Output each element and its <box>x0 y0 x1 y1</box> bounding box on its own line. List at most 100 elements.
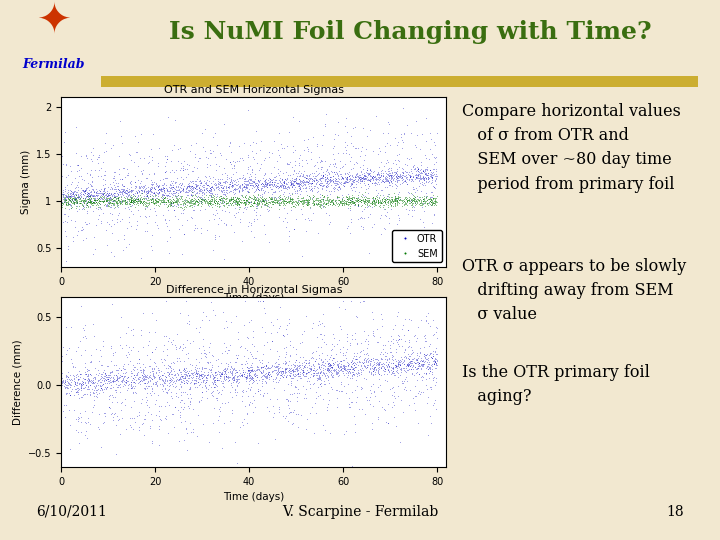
Point <box>81 219 92 228</box>
Point <box>99 411 110 420</box>
Point <box>346 194 357 203</box>
Point <box>152 371 163 380</box>
Point <box>326 362 338 371</box>
Point <box>338 364 349 373</box>
Point <box>66 194 77 203</box>
Point <box>431 153 442 161</box>
Point <box>82 178 94 187</box>
Point <box>376 198 387 207</box>
Point <box>424 129 436 138</box>
Point <box>180 187 192 196</box>
Point <box>345 153 356 161</box>
Point <box>106 210 117 218</box>
Point <box>266 329 277 338</box>
Point <box>75 190 86 198</box>
Point <box>134 194 145 203</box>
Point <box>415 197 426 206</box>
Point <box>80 197 91 206</box>
Point <box>328 175 339 184</box>
Point <box>343 364 355 373</box>
Point <box>390 362 401 371</box>
Point <box>140 173 152 182</box>
Point <box>194 187 205 195</box>
Point <box>369 392 381 400</box>
Point <box>184 181 196 190</box>
Point <box>192 372 203 380</box>
Point <box>238 198 249 206</box>
Point <box>123 187 135 196</box>
Point <box>180 424 192 433</box>
Point <box>189 376 200 384</box>
Point <box>351 196 362 205</box>
Point <box>316 171 328 179</box>
Point <box>324 160 336 168</box>
Point <box>112 374 123 382</box>
Point <box>300 195 311 204</box>
Point <box>382 199 394 208</box>
Point <box>342 361 354 369</box>
Point <box>238 421 249 429</box>
Point <box>248 187 259 196</box>
Point <box>125 188 137 197</box>
Point <box>148 357 160 366</box>
Point <box>67 188 78 197</box>
Point <box>127 376 138 384</box>
Point <box>387 359 398 367</box>
Point <box>139 204 150 213</box>
Point <box>233 179 244 188</box>
Point <box>424 197 436 205</box>
Point <box>343 167 354 176</box>
Point <box>375 211 387 219</box>
Point <box>150 315 161 324</box>
Point <box>109 192 121 201</box>
Point <box>104 369 116 377</box>
Point <box>151 188 163 197</box>
Point <box>223 173 235 182</box>
Point <box>117 375 128 383</box>
Point <box>111 375 122 384</box>
Point <box>142 199 153 207</box>
Point <box>346 330 358 339</box>
Point <box>194 374 205 383</box>
Point <box>174 188 186 197</box>
Point <box>325 176 337 185</box>
Point <box>146 416 158 424</box>
Point <box>346 398 357 407</box>
Point <box>305 365 316 374</box>
Point <box>294 197 306 206</box>
Point <box>99 197 110 205</box>
Point <box>63 241 74 250</box>
Point <box>122 199 133 208</box>
Point <box>317 195 328 204</box>
Point <box>410 359 421 368</box>
Point <box>402 120 413 129</box>
Point <box>104 200 115 208</box>
Point <box>228 211 240 220</box>
Point <box>59 128 71 137</box>
Point <box>242 197 253 206</box>
Point <box>183 183 194 192</box>
Point <box>240 357 252 366</box>
Point <box>189 198 201 206</box>
Point <box>266 361 278 370</box>
Point <box>127 197 139 205</box>
Point <box>101 379 112 388</box>
Point <box>369 179 380 187</box>
Point <box>222 345 234 354</box>
Point <box>374 172 385 181</box>
Point <box>326 176 338 184</box>
Point <box>303 192 315 201</box>
Point <box>193 199 204 207</box>
Point <box>240 402 251 411</box>
Point <box>94 197 106 205</box>
Point <box>127 368 138 377</box>
Point <box>145 196 157 205</box>
Point <box>392 193 404 202</box>
Point <box>235 237 247 246</box>
Point <box>179 230 190 238</box>
Point <box>361 164 373 172</box>
Point <box>227 183 238 191</box>
Point <box>242 165 253 173</box>
Point <box>315 158 326 167</box>
Point <box>207 245 218 254</box>
